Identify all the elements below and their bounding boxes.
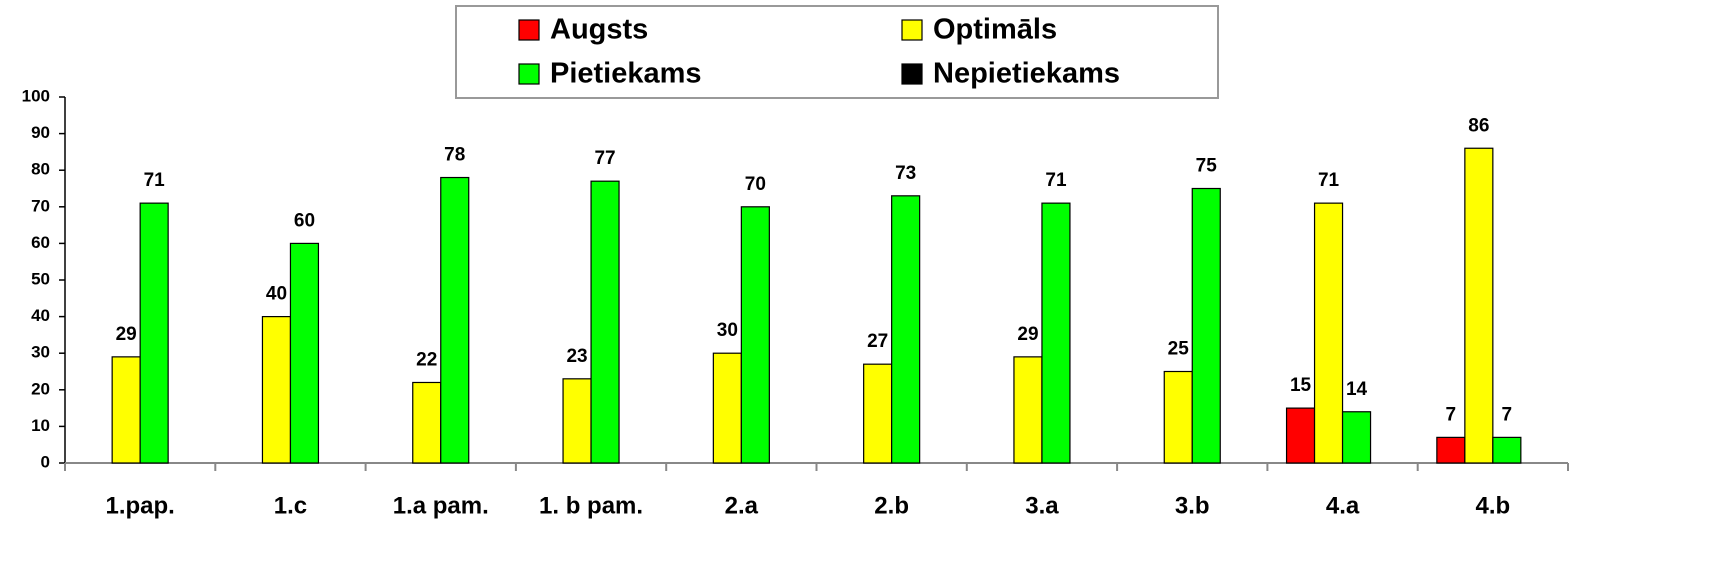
bar bbox=[1013, 356, 1043, 464]
bar bbox=[590, 180, 620, 464]
data-label: 22 bbox=[416, 349, 437, 370]
bar bbox=[562, 378, 592, 464]
y-tick-label: 10 bbox=[31, 416, 50, 435]
data-label: 27 bbox=[867, 331, 888, 352]
x-tick-label: 1.c bbox=[274, 492, 307, 519]
bar bbox=[289, 242, 320, 464]
data-label: 73 bbox=[895, 163, 916, 184]
bar bbox=[1313, 202, 1344, 464]
bar bbox=[1163, 370, 1193, 464]
x-tick-label: 4.b bbox=[1476, 492, 1511, 519]
data-label: 78 bbox=[444, 145, 465, 166]
data-label: 70 bbox=[745, 174, 766, 195]
data-label: 29 bbox=[1017, 324, 1038, 345]
data-label: 29 bbox=[116, 324, 137, 345]
y-tick-label: 0 bbox=[41, 452, 50, 471]
bar bbox=[863, 363, 893, 464]
y-tick-label: 80 bbox=[31, 160, 50, 179]
bar bbox=[740, 206, 770, 464]
legend-swatch bbox=[901, 19, 923, 41]
x-tick-label: 4.a bbox=[1326, 492, 1360, 519]
x-tick-label: 1.pap. bbox=[105, 492, 174, 519]
data-label: 25 bbox=[1168, 339, 1190, 360]
bar bbox=[712, 352, 742, 464]
y-tick-label: 50 bbox=[31, 269, 50, 288]
bar bbox=[261, 316, 292, 464]
data-label: 7 bbox=[1446, 404, 1457, 425]
y-tick-label: 100 bbox=[22, 86, 50, 105]
data-label: 71 bbox=[144, 170, 166, 191]
legend-label: Augsts bbox=[550, 14, 648, 46]
data-label: 15 bbox=[1290, 375, 1312, 396]
legend-swatch bbox=[901, 63, 923, 85]
bar bbox=[111, 356, 141, 464]
x-tick-label: 2.a bbox=[725, 492, 759, 519]
data-label: 14 bbox=[1346, 379, 1368, 400]
y-tick-label: 40 bbox=[31, 306, 50, 325]
y-tick-label: 70 bbox=[31, 196, 50, 215]
legend-label: Optimāls bbox=[933, 14, 1057, 46]
bar bbox=[891, 195, 921, 464]
data-label: 30 bbox=[717, 320, 738, 341]
bar bbox=[139, 202, 169, 464]
x-tick-label: 2.b bbox=[874, 492, 909, 519]
data-label: 86 bbox=[1468, 115, 1489, 136]
data-label: 7 bbox=[1502, 404, 1513, 425]
data-label: 40 bbox=[266, 284, 287, 305]
bar bbox=[1436, 436, 1466, 464]
x-tick-label: 1.a pam. bbox=[393, 492, 489, 519]
x-tick-label: 1. b pam. bbox=[539, 492, 643, 519]
bar bbox=[1492, 436, 1522, 464]
bar bbox=[1041, 202, 1071, 464]
y-tick-label: 20 bbox=[31, 379, 50, 398]
legend-label: Pietiekams bbox=[550, 58, 702, 90]
bar bbox=[1464, 147, 1494, 464]
bar bbox=[1285, 407, 1316, 464]
data-label: 77 bbox=[594, 148, 615, 169]
y-tick-label: 60 bbox=[31, 233, 50, 252]
x-tick-label: 3.a bbox=[1025, 492, 1059, 519]
legend-label: Nepietiekams bbox=[933, 58, 1120, 90]
bar bbox=[1341, 411, 1372, 464]
bar bbox=[1191, 187, 1221, 464]
legend-swatch bbox=[518, 19, 540, 41]
data-label: 71 bbox=[1045, 170, 1067, 191]
legend-box bbox=[455, 5, 1219, 99]
data-label: 71 bbox=[1318, 170, 1340, 191]
bar bbox=[440, 176, 470, 464]
data-label: 60 bbox=[294, 210, 315, 231]
x-tick-label: 3.b bbox=[1175, 492, 1210, 519]
bar bbox=[412, 381, 442, 464]
y-tick-label: 30 bbox=[31, 343, 50, 362]
legend-swatch bbox=[518, 63, 540, 85]
y-tick-label: 90 bbox=[31, 123, 50, 142]
data-label: 75 bbox=[1196, 156, 1218, 177]
data-label: 23 bbox=[566, 346, 587, 367]
